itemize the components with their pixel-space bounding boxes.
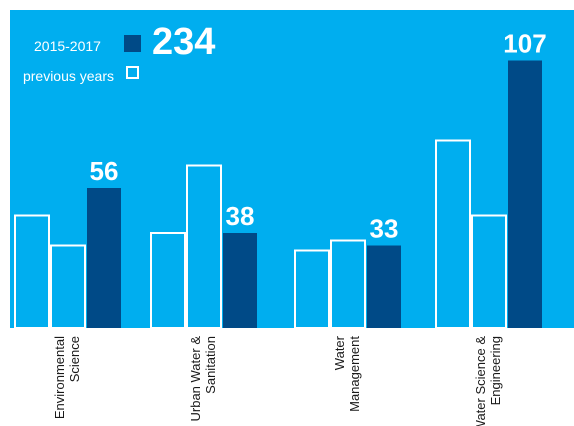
category-label-2: Water Management — [332, 335, 362, 412]
bar-current-1 — [223, 233, 257, 328]
category-label-3-line-0: Water Science & — [473, 336, 488, 426]
bar-current-0 — [87, 188, 121, 328]
legend-previous-label: previous years — [22, 68, 114, 84]
bar-previous-3-1 — [471, 214, 507, 329]
bar-previous-1-1 — [186, 164, 222, 329]
bar-previous-0-0 — [14, 214, 50, 329]
bars-layer — [14, 60, 542, 329]
category-label-1: Urban Water & Sanitation — [188, 336, 218, 422]
category-label-0-line-0: Environmental — [52, 336, 67, 419]
category-label-0-line-1: Science — [67, 336, 82, 382]
category-label-2-line-0: Water — [332, 335, 347, 370]
bar-previous-3-0 — [435, 139, 471, 329]
legend-current-label: 2015-2017 — [34, 38, 101, 54]
category-label-3-line-1: Engineering — [488, 336, 503, 405]
value-label-1: 38 — [226, 201, 255, 231]
value-labels-layer: 56 38 33 107 — [90, 29, 547, 244]
category-labels-layer: Environmental Science Urban Water & Sanitat… — [52, 335, 503, 426]
bar-previous-2-0 — [294, 249, 330, 329]
legend-current-total: 234 — [152, 21, 216, 63]
value-label-0: 56 — [90, 156, 119, 186]
bar-previous-1-0 — [150, 232, 186, 329]
category-label-0: Environmental Science — [52, 336, 82, 419]
category-label-2-line-1: Management — [347, 336, 362, 412]
bar-previous-0-1 — [50, 244, 86, 329]
bar-current-3 — [508, 60, 542, 328]
category-label-1-line-0: Urban Water & — [188, 336, 203, 422]
bar-current-2 — [367, 245, 401, 328]
category-label-3: Water Science & Engineering — [473, 336, 503, 426]
legend-previous-swatch — [126, 66, 139, 79]
legend-current-swatch — [124, 35, 141, 52]
value-label-2: 33 — [370, 214, 399, 244]
bar-previous-2-1 — [330, 239, 366, 329]
value-label-3: 107 — [503, 29, 546, 59]
category-label-1-line-1: Sanitation — [203, 336, 218, 394]
